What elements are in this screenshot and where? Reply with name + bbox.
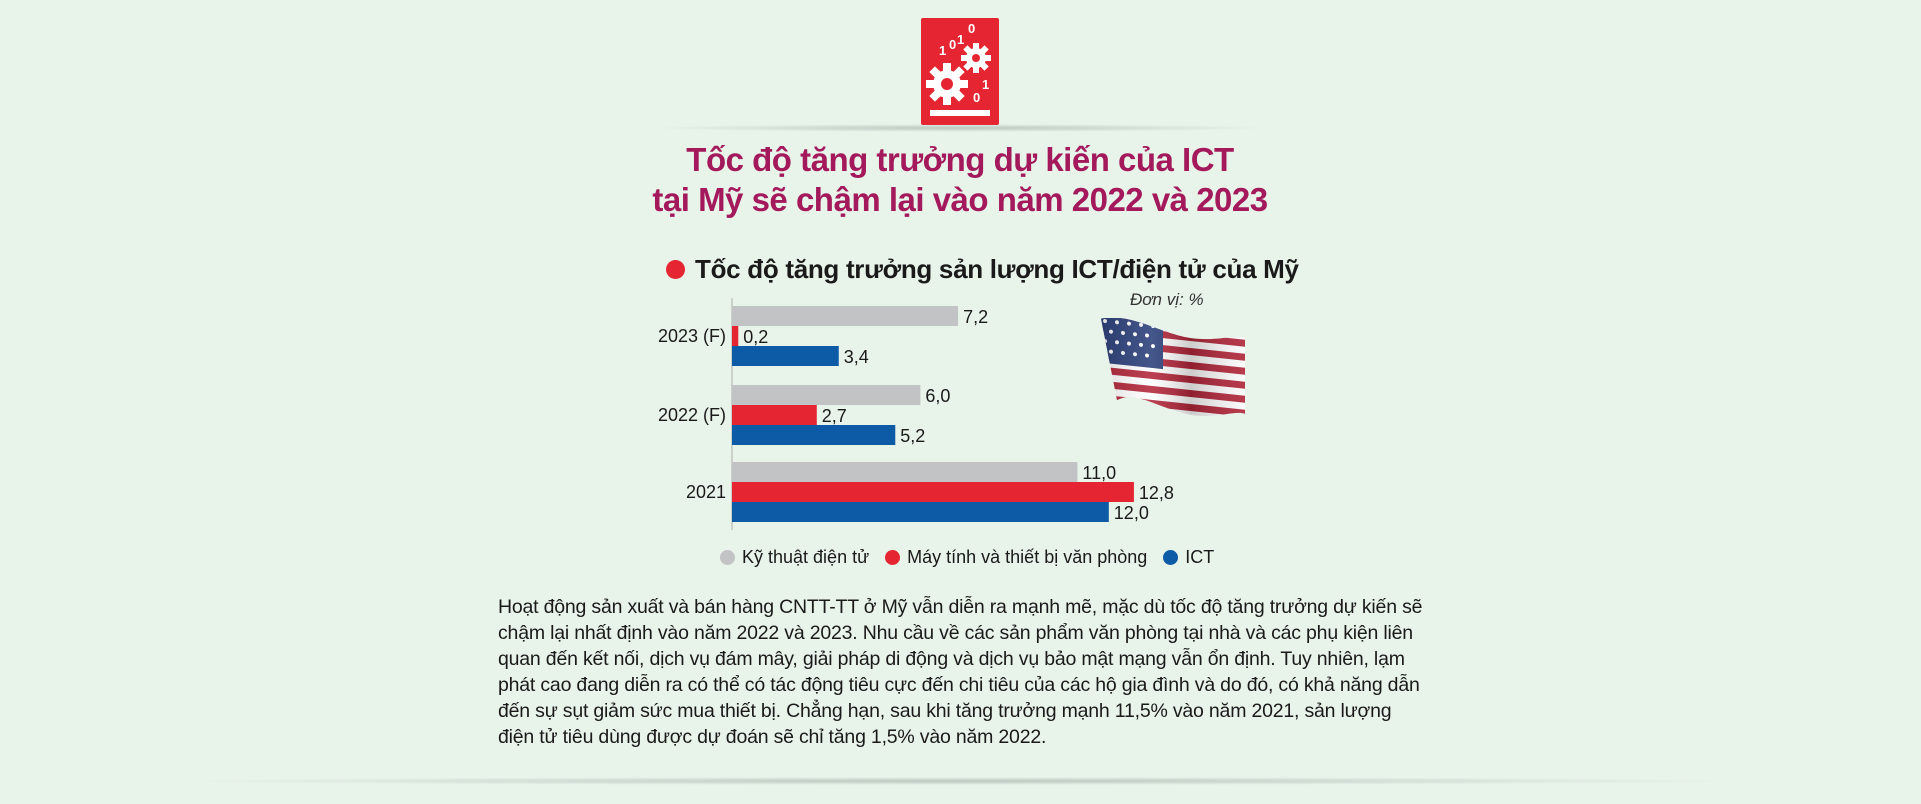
data-label-computers: 12,8 — [1139, 483, 1174, 503]
chart-title-text: Tốc độ tăng trưởng sản lượng ICT/điện tử… — [695, 253, 1299, 284]
small-gear-icon — [961, 43, 991, 73]
category-label: 2021 — [686, 482, 726, 502]
legend-item-electronics: Kỹ thuật điện tử — [720, 547, 869, 568]
digit-5: 1 — [982, 77, 989, 92]
data-label-ict: 12,0 — [1114, 503, 1149, 523]
data-label-computers: 0,2 — [743, 327, 768, 347]
data-label-computers: 2,7 — [822, 406, 847, 426]
binary-gears-icon: 1 0 1 0 1 0 — [921, 18, 999, 125]
bar-computers — [732, 482, 1134, 502]
chart-legend: Kỹ thuật điện tử Máy tính và thiết bị vă… — [720, 545, 1230, 569]
data-label-electronics: 11,0 — [1082, 463, 1116, 483]
us-flag-icon — [1101, 318, 1245, 421]
page-title: Tốc độ tăng trưởng dự kiến của ICT tại M… — [560, 140, 1360, 220]
title-line-2: tại Mỹ sẽ chậm lại vào năm 2022 và 2023 — [652, 181, 1268, 218]
digit-2: 0 — [949, 37, 956, 52]
legend-swatch-electronics — [720, 549, 735, 565]
icon-base-bar — [930, 110, 990, 116]
bar-ict — [732, 346, 839, 366]
bar-electronics — [732, 385, 921, 405]
data-label-electronics: 7,2 — [963, 307, 988, 327]
body-paragraph: Hoạt động sản xuất và bán hàng CNTT-TT ở… — [498, 596, 1423, 748]
digit-1: 1 — [939, 43, 946, 58]
category-label: 2022 (F) — [658, 405, 726, 425]
title-line-1: Tốc độ tăng trưởng dự kiến của ICT — [686, 141, 1234, 178]
legend-item-computers: Máy tính và thiết bị văn phòng — [885, 547, 1147, 568]
bar-electronics — [732, 306, 959, 326]
footer-divider — [170, 777, 1750, 785]
data-label-ict: 5,2 — [900, 426, 925, 446]
legend-swatch-computers — [885, 549, 901, 565]
legend-label-computers: Máy tính và thiết bị văn phòng — [907, 546, 1148, 567]
large-gear-icon — [926, 63, 968, 105]
legend-label-electronics: Kỹ thuật điện tử — [742, 546, 870, 567]
bar-computers — [732, 326, 739, 346]
chart-title-bullet — [666, 259, 685, 279]
legend-swatch-ict — [1163, 549, 1179, 565]
binary-gears-graphic: 1 0 1 0 1 0 — [926, 21, 991, 116]
digit-4: 0 — [968, 21, 975, 36]
chart-title: Tốc độ tăng trưởng sản lượng ICT/điện tử… — [666, 252, 1299, 286]
unit-label: Đơn vị: % — [1130, 290, 1204, 309]
bar-ict — [732, 502, 1109, 522]
header-divider — [650, 124, 1270, 132]
bar-computers — [732, 405, 817, 425]
legend-item-ict: ICT — [1163, 547, 1214, 568]
data-label-electronics: 6,0 — [925, 386, 950, 406]
digit-3: 1 — [957, 32, 964, 47]
bar-ict — [732, 425, 896, 445]
bar-electronics — [732, 462, 1078, 482]
category-label: 2023 (F) — [658, 326, 726, 346]
legend-label-ict: ICT — [1185, 546, 1215, 567]
data-label-ict: 3,4 — [844, 347, 869, 367]
digit-6: 0 — [973, 90, 980, 105]
